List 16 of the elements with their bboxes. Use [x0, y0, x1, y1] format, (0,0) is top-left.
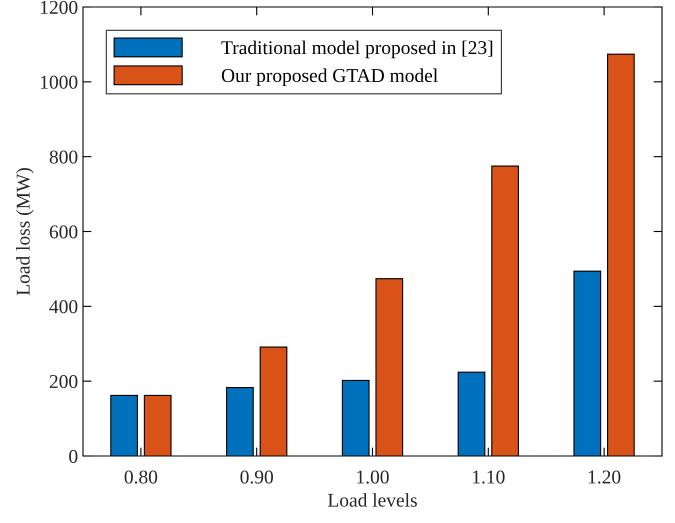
legend-label: Our proposed GTAD model	[222, 68, 438, 86]
y-tick-label: 600	[50, 225, 78, 238]
x-tick-label: 0.80	[124, 470, 158, 484]
y-tick-label: 1200	[40, 0, 78, 14]
x-tick-label: 0.90	[240, 470, 273, 484]
y-tick-label: 0	[69, 450, 78, 463]
x-tick-label: 1.00	[357, 470, 389, 484]
y-axis-title: Load loss (MW)	[16, 168, 34, 296]
y-tick-label: 400	[49, 300, 78, 314]
y-tick-label: 1000	[40, 76, 78, 89]
y-tick-label: 200	[50, 374, 78, 388]
y-tick-label: 800	[50, 150, 78, 164]
legend-label: Traditional model proposed in [23]	[221, 40, 492, 58]
x-axis-title: Load levels	[328, 493, 417, 507]
x-tick-label: 1.10	[472, 470, 505, 484]
x-tick-label: 1.20	[588, 470, 620, 484]
